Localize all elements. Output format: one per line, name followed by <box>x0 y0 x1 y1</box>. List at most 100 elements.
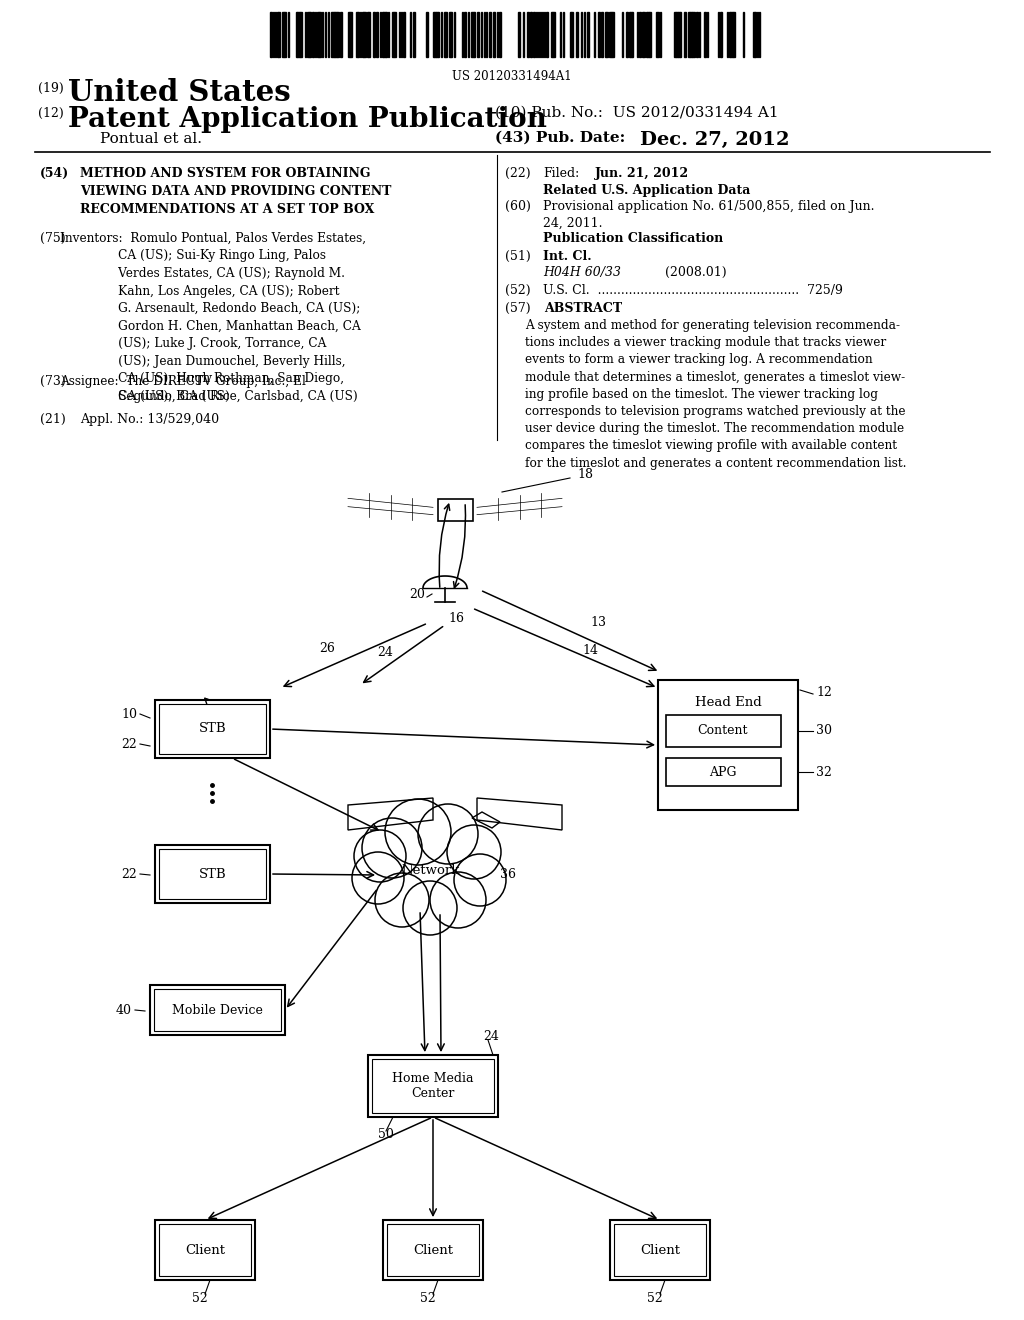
Text: Int. Cl.: Int. Cl. <box>543 249 592 263</box>
Text: (22): (22) <box>505 168 530 180</box>
Bar <box>159 1224 251 1276</box>
Bar <box>610 1220 710 1280</box>
Bar <box>656 12 659 57</box>
Text: Patent Application Publication: Patent Application Publication <box>68 106 547 133</box>
Bar <box>155 845 270 903</box>
Bar <box>546 12 548 57</box>
Bar <box>368 1055 498 1117</box>
Text: 30: 30 <box>816 725 831 738</box>
Bar <box>155 1220 255 1280</box>
Text: 52: 52 <box>647 1291 663 1304</box>
Bar <box>364 12 366 57</box>
Circle shape <box>385 799 451 865</box>
Bar <box>696 12 698 57</box>
Text: (75): (75) <box>40 232 66 246</box>
Circle shape <box>375 873 429 927</box>
Bar <box>575 12 578 57</box>
Bar <box>666 758 781 785</box>
Text: 52: 52 <box>193 1291 208 1304</box>
Text: STB: STB <box>199 722 226 735</box>
Bar <box>297 12 300 57</box>
Text: METHOD AND SYSTEM FOR OBTAINING
VIEWING DATA AND PROVIDING CONTENT
RECOMMENDATIO: METHOD AND SYSTEM FOR OBTAINING VIEWING … <box>80 168 391 216</box>
Text: (43) Pub. Date:: (43) Pub. Date: <box>495 131 626 145</box>
Bar <box>609 12 611 57</box>
Bar <box>150 985 285 1035</box>
Bar <box>394 12 396 57</box>
Text: Related U.S. Application Data: Related U.S. Application Data <box>543 183 751 197</box>
Text: U.S. Cl.  ....................................................  725/9: U.S. Cl. ...............................… <box>543 284 843 297</box>
Text: 18: 18 <box>577 469 593 482</box>
Bar <box>270 12 760 57</box>
Bar <box>630 12 632 57</box>
Bar <box>571 12 573 57</box>
Text: Network: Network <box>400 863 459 876</box>
Text: Jun. 21, 2012: Jun. 21, 2012 <box>595 168 689 180</box>
Bar <box>445 12 447 57</box>
Bar <box>676 12 678 57</box>
Text: 32: 32 <box>816 766 831 779</box>
Bar <box>270 12 272 57</box>
Text: 36: 36 <box>500 869 516 882</box>
Circle shape <box>447 825 501 879</box>
Bar <box>392 12 394 57</box>
Bar <box>340 12 342 57</box>
Text: 13: 13 <box>590 615 606 628</box>
Text: Pontual et al.: Pontual et al. <box>100 132 202 147</box>
Bar <box>335 12 337 57</box>
Bar <box>383 12 386 57</box>
Bar <box>639 12 641 57</box>
Text: (60): (60) <box>505 201 530 213</box>
Bar <box>753 12 755 57</box>
Bar <box>387 1224 479 1276</box>
Bar <box>601 12 603 57</box>
Text: US 20120331494A1: US 20120331494A1 <box>453 70 571 83</box>
Bar <box>606 12 608 57</box>
Text: 16: 16 <box>449 611 464 624</box>
Bar <box>678 12 680 57</box>
Bar <box>692 12 695 57</box>
Bar <box>312 12 314 57</box>
Text: STB: STB <box>199 867 226 880</box>
Text: ABSTRACT: ABSTRACT <box>544 302 622 315</box>
Text: 10: 10 <box>121 709 137 722</box>
Bar <box>614 1224 706 1276</box>
Circle shape <box>362 818 422 878</box>
Bar <box>337 12 339 57</box>
Text: Inventors:  Romulo Pontual, Palos Verdes Estates,
               CA (US); Sui-Ky: Inventors: Romulo Pontual, Palos Verdes … <box>60 232 367 403</box>
Bar <box>372 1059 494 1113</box>
Text: H04H 60/33: H04H 60/33 <box>543 267 621 279</box>
Bar <box>658 680 798 810</box>
Text: 26: 26 <box>319 642 335 655</box>
Circle shape <box>352 851 404 904</box>
Text: (19): (19) <box>38 82 63 95</box>
Text: 20: 20 <box>410 589 425 602</box>
Bar <box>413 12 415 57</box>
Text: Appl. No.: 13/529,040: Appl. No.: 13/529,040 <box>80 413 219 426</box>
Bar <box>527 12 529 57</box>
Bar <box>587 12 589 57</box>
Bar <box>684 12 686 57</box>
Text: Dec. 27, 2012: Dec. 27, 2012 <box>640 131 790 149</box>
Text: (54): (54) <box>40 168 70 180</box>
Text: A system and method for generating television recommenda-
tions includes a viewe: A system and method for generating telev… <box>525 319 906 470</box>
Bar <box>649 12 651 57</box>
Bar <box>690 12 692 57</box>
Bar <box>598 12 600 57</box>
Bar <box>154 989 281 1031</box>
Bar <box>376 12 378 57</box>
Text: (52): (52) <box>505 284 530 297</box>
Text: (10) Pub. No.:  US 2012/0331494 A1: (10) Pub. No.: US 2012/0331494 A1 <box>495 106 778 120</box>
Bar <box>383 1220 483 1280</box>
Text: Client: Client <box>640 1243 680 1257</box>
Circle shape <box>418 804 478 865</box>
Bar <box>733 12 735 57</box>
Text: Mobile Device: Mobile Device <box>172 1003 263 1016</box>
Circle shape <box>454 854 506 906</box>
Text: (51): (51) <box>505 249 530 263</box>
Bar <box>159 704 266 754</box>
Bar <box>666 715 781 747</box>
Text: 12: 12 <box>816 685 831 698</box>
Text: 22: 22 <box>121 738 137 751</box>
Text: Publication Classification: Publication Classification <box>543 232 723 246</box>
Text: APG: APG <box>710 766 736 779</box>
